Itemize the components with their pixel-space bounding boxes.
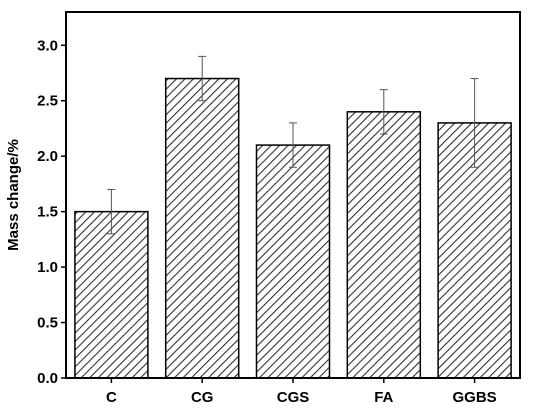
error-bar-c — [107, 188, 116, 235]
error-bar-cg — [198, 55, 207, 102]
x-tick-label: FA — [374, 389, 393, 406]
y-tick-label: 0.0 — [37, 370, 58, 387]
bar-cgs — [255, 144, 331, 379]
y-tick-label: 2.0 — [37, 148, 58, 165]
y-axis-title: Mass change/% — [5, 139, 22, 251]
y-tick-label: 1.0 — [37, 259, 58, 276]
error-bars-layer — [107, 55, 479, 235]
bar-fa — [346, 111, 422, 379]
y-tick-label: 1.5 — [37, 204, 58, 221]
y-tick-label: 2.5 — [37, 93, 58, 110]
x-axis-ticks: C CG CGS FA GGBS — [106, 378, 497, 406]
bar-c — [74, 210, 149, 379]
y-axis-ticks: 0.0 0.5 1.0 1.5 2.0 2.5 3.0 — [37, 37, 66, 387]
x-tick-label: C — [106, 389, 117, 406]
error-bar-fa — [379, 89, 388, 135]
x-tick-label: CG — [191, 389, 214, 406]
y-tick-label: 0.5 — [37, 315, 58, 332]
x-tick-label: GGBS — [453, 389, 497, 406]
bar-cg — [164, 77, 240, 379]
error-bar-ggbs — [470, 78, 479, 168]
y-tick-label: 3.0 — [37, 37, 58, 54]
error-bar-cgs — [289, 122, 297, 168]
x-tick-label: CGS — [277, 389, 310, 406]
